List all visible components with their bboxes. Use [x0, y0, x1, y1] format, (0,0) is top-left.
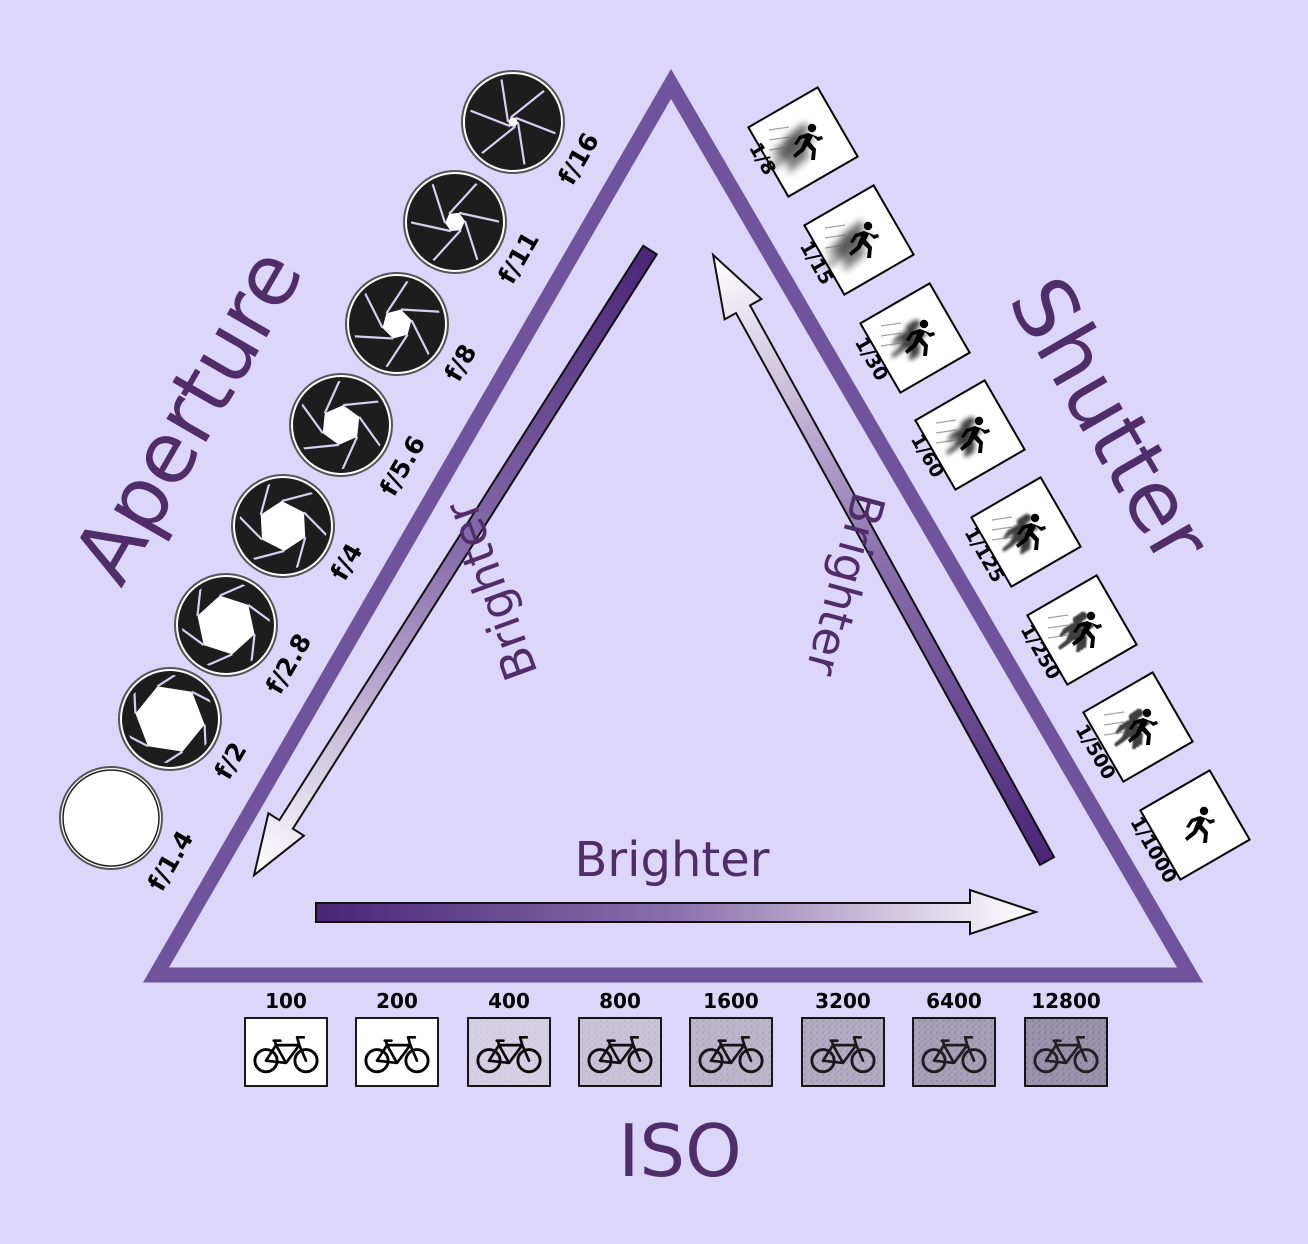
shutter-speed-icon — [802, 183, 916, 297]
iso-sample-icon — [467, 1017, 551, 1087]
shutter-speed-icon — [1081, 670, 1195, 784]
iso-sample-icon — [912, 1017, 996, 1087]
iso-value-label: 200 — [376, 989, 418, 1013]
iso-value-label: 3200 — [815, 989, 871, 1013]
shutter-speed-icon — [969, 475, 1083, 589]
iso-title: ISO — [618, 1109, 742, 1193]
brighter-label-left: Brighter — [434, 493, 549, 687]
iso-sample-icon — [355, 1017, 439, 1087]
shutter-speed-icon — [1025, 573, 1139, 687]
iso-value-label: 100 — [265, 989, 307, 1013]
aperture-stop-label: f/8 — [439, 339, 483, 386]
iso-values: 100 200 400 800 1600 3200 6400 12800 — [244, 989, 1108, 1087]
arrow-right-brighter — [711, 252, 1056, 867]
shutter-speed-icon — [746, 85, 860, 199]
iso-sample-icon — [578, 1017, 662, 1087]
iso-sample-icon — [244, 1017, 328, 1087]
aperture-stop-icon — [231, 474, 335, 578]
brighter-label-right: Brighter — [795, 487, 896, 682]
aperture-stop-icon — [174, 573, 278, 677]
brighter-label-bottom: Brighter — [575, 832, 770, 888]
aperture-stop-icon — [461, 70, 565, 174]
aperture-stop-label: f/4 — [325, 538, 369, 585]
iso-value-label: 800 — [599, 989, 641, 1013]
shutter-speed-icon — [858, 281, 972, 395]
iso-value-label: 12800 — [1031, 989, 1101, 1013]
aperture-stop-icon — [118, 667, 222, 771]
aperture-stop-icon — [345, 272, 449, 376]
aperture-stops: f/1.4f/2f/2.8f/4f/5.6f/8f/11f/16 — [59, 70, 605, 896]
iso-value-label: 1600 — [703, 989, 759, 1013]
iso-sample-icon — [1024, 1017, 1108, 1087]
shutter-speed-icon — [913, 378, 1027, 492]
iso-sample-icon — [801, 1017, 885, 1087]
iso-value-label: 400 — [488, 989, 530, 1013]
iso-value-label: 6400 — [926, 989, 982, 1013]
aperture-stop-icon — [403, 170, 507, 274]
arrow-left-brighter — [252, 244, 659, 878]
arrow-bottom-brighter — [315, 888, 1040, 936]
iso-sample-icon — [689, 1017, 773, 1087]
shutter-speed-icon — [1138, 768, 1252, 882]
exposure-triangle — [143, 69, 1204, 983]
aperture-stop-icon — [289, 373, 393, 477]
aperture-stop-icon — [59, 766, 163, 870]
